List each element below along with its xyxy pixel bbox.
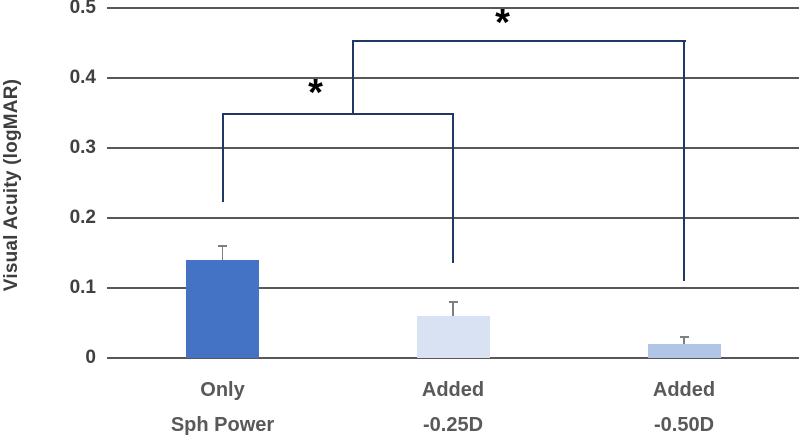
y-axis-title: Visual Acuity (logMAR) [1, 78, 22, 292]
y-tick-label-0-5: 0.5 [69, 0, 96, 18]
bar-added-0-50d [647, 344, 721, 358]
y-tick-label-0-2: 0.2 [69, 207, 96, 228]
x-label-line2: -0.50D [653, 414, 715, 436]
error-bar-cap-1 [218, 245, 227, 247]
y-tick-label-0-4: 0.4 [69, 67, 96, 88]
x-label-only-sph-power: Only Sph Power [123, 377, 323, 438]
gridline-0-4 [107, 77, 799, 79]
gridline-0-1 [107, 287, 799, 289]
bar-only-sph-power [186, 260, 259, 358]
error-bar-cap-3 [679, 336, 689, 338]
gridline-0-5 [107, 7, 799, 9]
sig-bracket-2-right-drop [683, 39, 685, 281]
sig-bracket-1-left-drop [221, 113, 224, 202]
x-label-line2: Sph Power [170, 414, 275, 436]
y-tick-label-0-1: 0.1 [69, 277, 96, 298]
y-tick-label-0: 0 [85, 347, 96, 368]
sig-asterisk-1: * [308, 72, 323, 114]
x-label-line1: Added [421, 379, 485, 401]
sig-bracket-2-left-drop [352, 39, 354, 115]
x-label-line1: Added [652, 379, 716, 401]
error-bar-stem-3 [683, 337, 685, 344]
gridline-0 [107, 357, 799, 359]
sig-bracket-1-horizontal [221, 113, 454, 115]
sig-asterisk-2: * [495, 2, 510, 44]
x-label-line2: -0.25D [422, 414, 484, 436]
x-label-added-0-50d: Added -0.50D [584, 377, 784, 438]
error-bar-stem-2 [452, 302, 454, 316]
bar-added-0-25d [416, 316, 490, 358]
error-bar-cap-2 [448, 301, 458, 303]
sig-bracket-2-horizontal [352, 39, 686, 42]
y-tick-label-0-3: 0.3 [69, 137, 96, 158]
x-label-line1: Only [200, 379, 245, 401]
error-bar-stem-1 [221, 246, 224, 260]
x-label-added-0-25d: Added -0.25D [353, 377, 553, 438]
sig-bracket-1-right-drop [452, 113, 454, 263]
